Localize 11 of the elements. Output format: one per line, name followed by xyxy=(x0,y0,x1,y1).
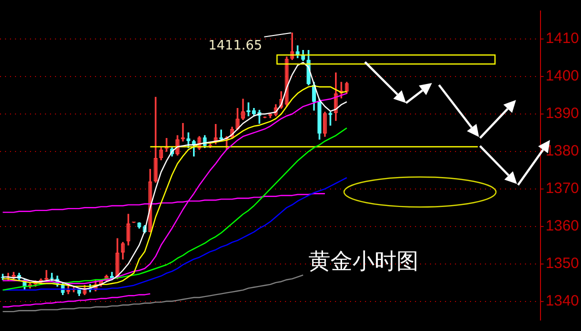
y-tick-label: 1400 xyxy=(546,68,580,85)
candlestick xyxy=(318,98,322,140)
y-tick-label: 1370 xyxy=(546,180,580,198)
y-tick-label: 1380 xyxy=(546,142,580,160)
y-tick-label: 1360 xyxy=(546,218,580,235)
y-tick-label: 1340 xyxy=(546,292,580,310)
y-tick-label: 1410 xyxy=(546,30,580,48)
y-tick-label: 1350 xyxy=(546,254,580,272)
y-tick-label: 1390 xyxy=(546,105,580,122)
annotation: 1411.65 xyxy=(208,38,262,54)
annotation: 黄金小时图 xyxy=(308,250,418,275)
